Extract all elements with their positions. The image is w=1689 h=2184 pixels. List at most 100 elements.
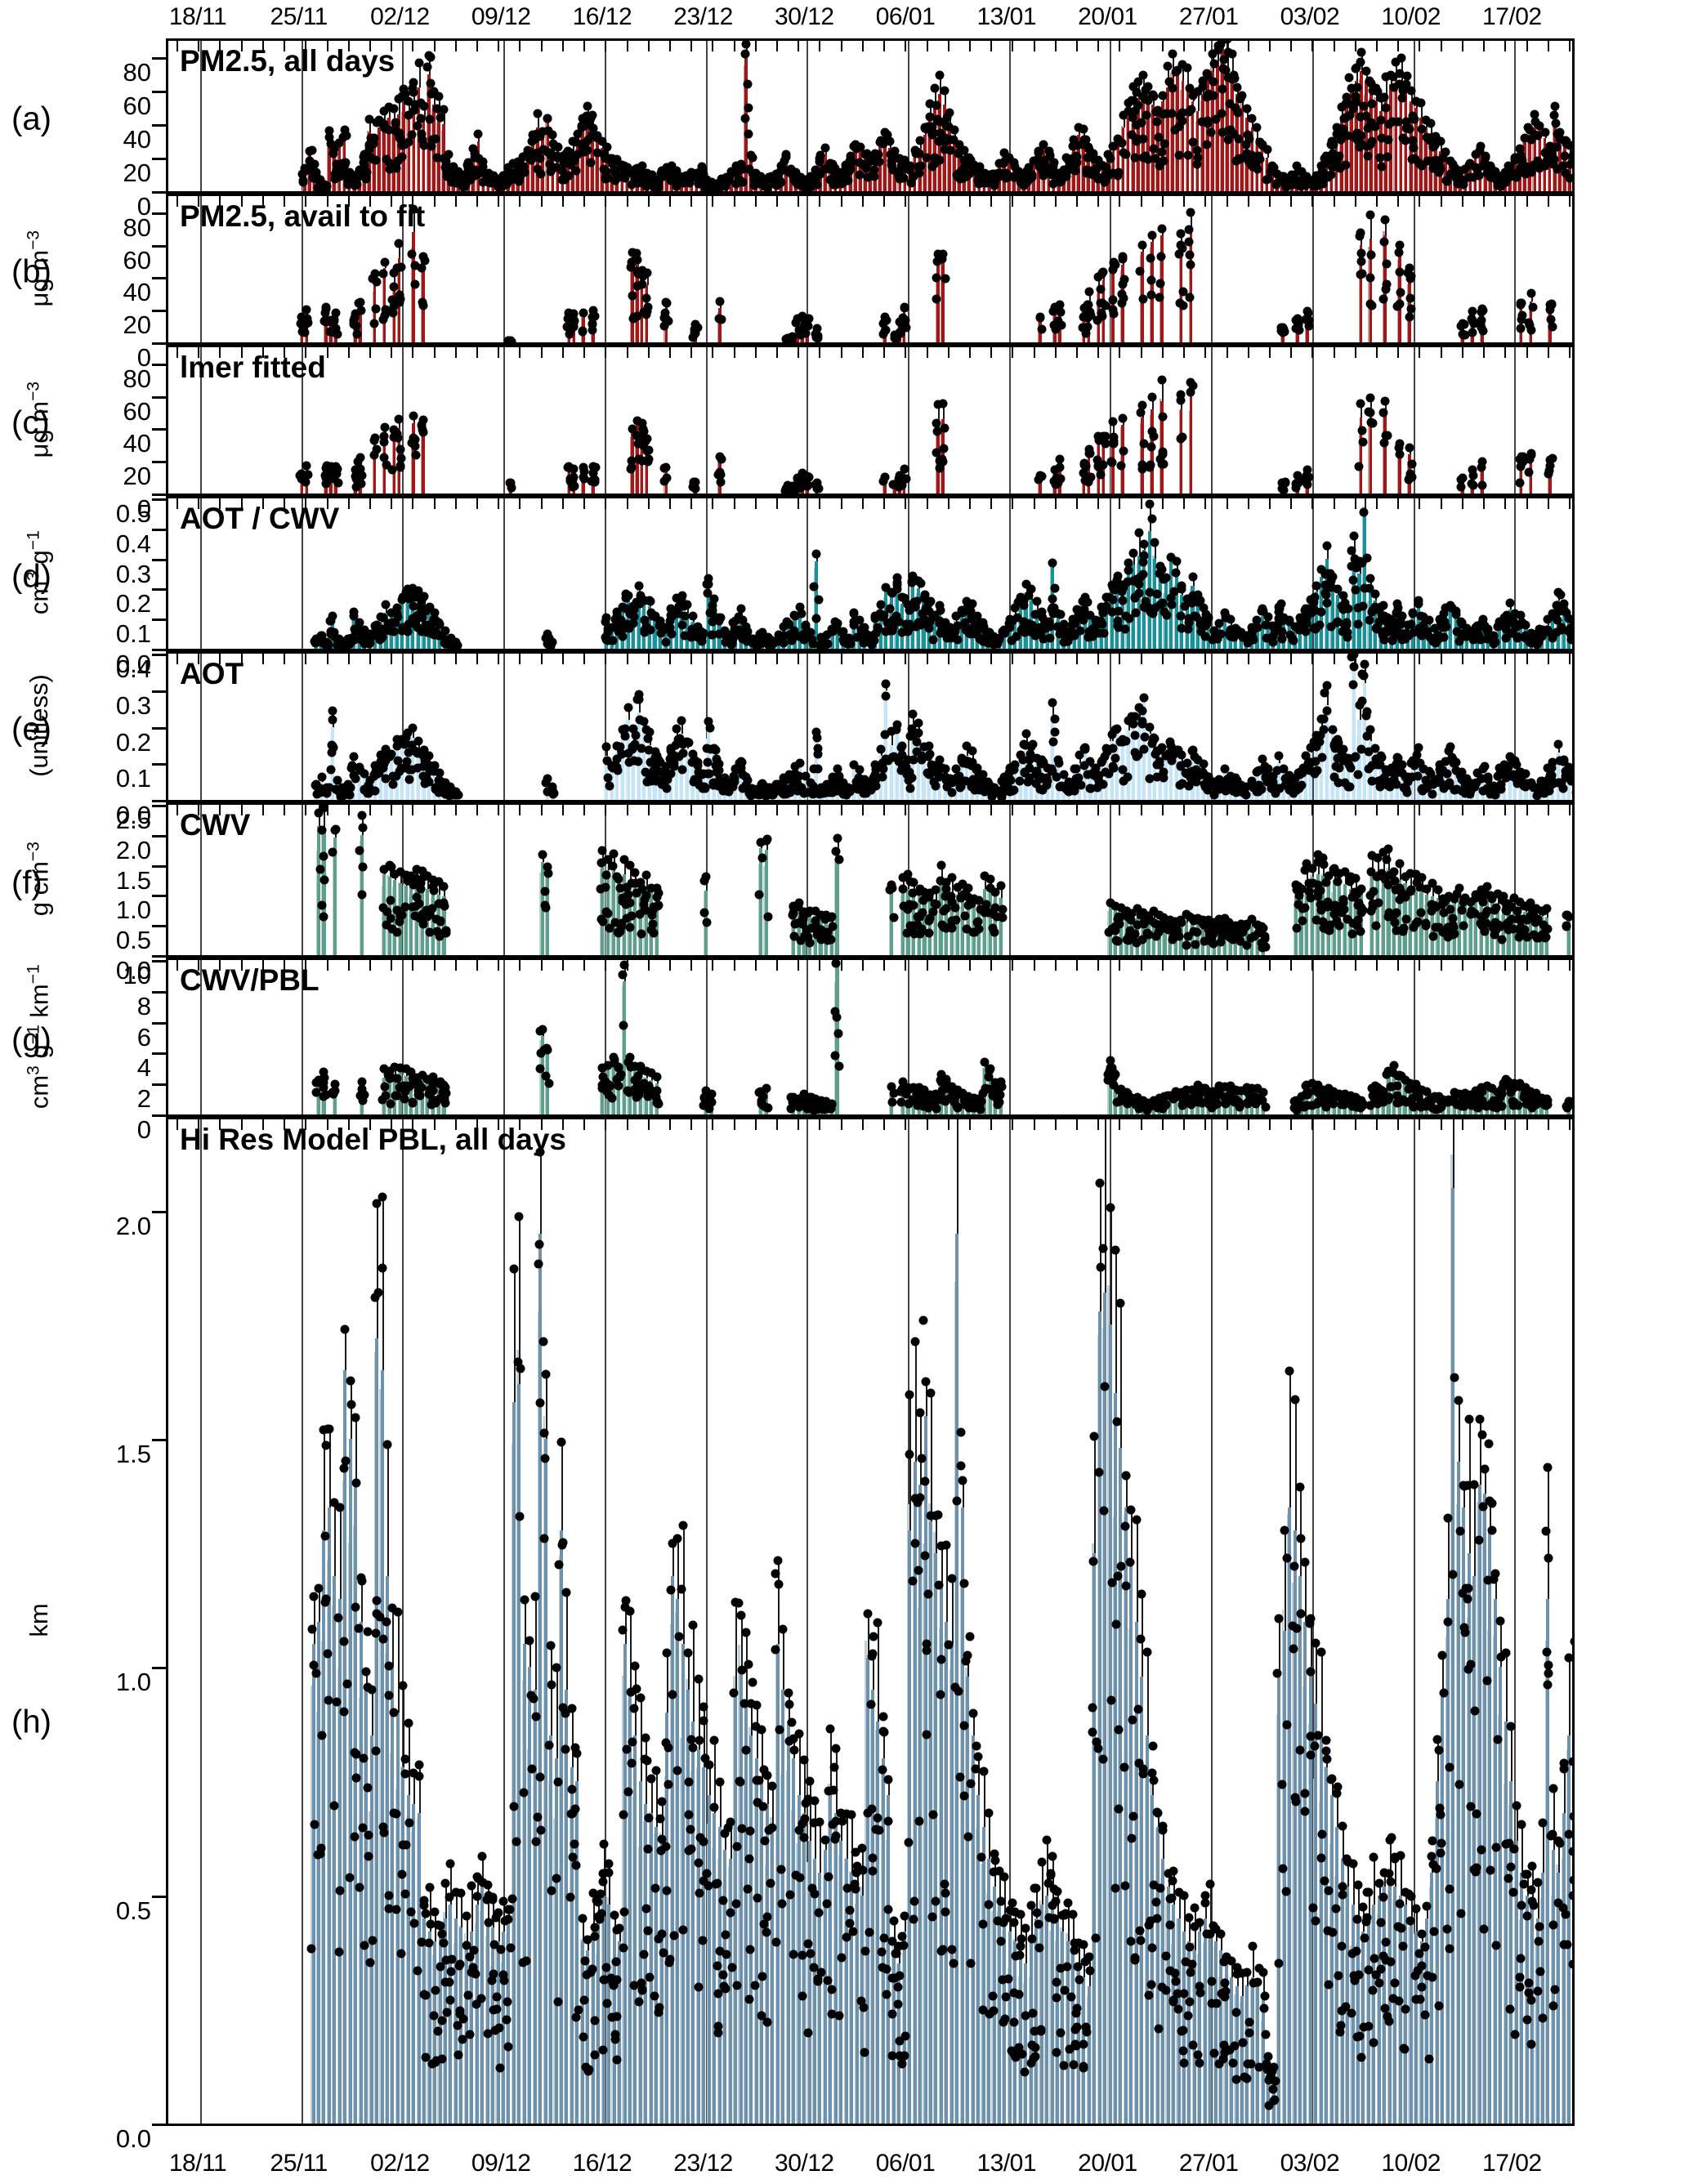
- axis-minor-tick: [540, 498, 543, 509]
- data-point: [1109, 432, 1119, 442]
- axis-minor-tick: [647, 347, 650, 358]
- axis-minor-tick: [476, 498, 478, 509]
- axis-minor-tick: [840, 498, 842, 509]
- data-point: [1407, 459, 1417, 469]
- data-point: [502, 180, 512, 190]
- data-point-peak: [715, 297, 725, 306]
- data-point-peak: [1186, 208, 1195, 217]
- week-gridline: [1211, 347, 1213, 494]
- data-point-peak: [1137, 400, 1147, 410]
- data-point: [326, 139, 336, 149]
- data-point: [303, 470, 313, 480]
- data-point-peak: [1436, 136, 1445, 146]
- data-point-peak: [1406, 86, 1416, 96]
- date-tick-label: 02/12: [370, 3, 430, 30]
- data-point: [1357, 558, 1367, 568]
- data-point: [1085, 307, 1095, 317]
- data-point-peak: [736, 159, 746, 169]
- axis-minor-tick: [1376, 196, 1378, 207]
- axis-minor-tick: [990, 41, 993, 51]
- data-point: [392, 263, 402, 273]
- axis-minor-tick: [1140, 41, 1142, 51]
- point-stem: [423, 105, 426, 118]
- data-point-peak: [1098, 267, 1108, 277]
- axis-minor-tick: [498, 347, 500, 358]
- data-point: [385, 159, 395, 168]
- data-point: [519, 162, 529, 172]
- data-point-peak: [657, 166, 667, 176]
- data-point: [932, 100, 941, 110]
- data-point: [1382, 259, 1392, 269]
- axis-minor-tick: [754, 347, 757, 358]
- data-point: [330, 174, 340, 184]
- data-point: [527, 136, 537, 146]
- data-point: [361, 174, 371, 184]
- data-point: [661, 314, 671, 324]
- axis-minor-tick: [1033, 196, 1035, 207]
- axis-minor-tick: [819, 347, 821, 358]
- data-point: [971, 629, 981, 639]
- data-point-peak: [1055, 454, 1065, 464]
- data-point-peak: [690, 319, 700, 329]
- data-point: [1345, 110, 1354, 120]
- data-point-peak: [1405, 443, 1414, 453]
- axis-minor-tick: [1012, 347, 1014, 358]
- axis-minor-tick: [1376, 498, 1378, 509]
- data-point-peak: [717, 174, 726, 184]
- data-point: [1131, 608, 1141, 618]
- data-point-peak: [1124, 565, 1133, 575]
- axis-minor-tick: [1140, 347, 1142, 358]
- axis-minor-tick: [1012, 196, 1014, 207]
- data-point-peak: [632, 255, 642, 265]
- data-point-peak: [1252, 615, 1262, 625]
- week-gridline: [705, 196, 708, 342]
- data-point-peak: [360, 150, 369, 159]
- point-stem: [538, 114, 540, 128]
- data-point-peak: [345, 167, 355, 177]
- axis-minor-tick: [1569, 196, 1571, 207]
- data-point: [1384, 119, 1394, 128]
- data-point: [1152, 117, 1162, 127]
- week-gridline: [301, 41, 303, 191]
- data-point: [1405, 293, 1415, 303]
- data-point-peak: [601, 613, 611, 623]
- data-bar: [531, 141, 535, 191]
- axis-minor-tick: [1247, 41, 1249, 51]
- data-point: [1439, 632, 1449, 642]
- axis-minor-tick: [690, 498, 693, 509]
- data-point: [536, 169, 546, 179]
- data-point-peak: [704, 574, 713, 583]
- data-point: [397, 141, 407, 150]
- data-point-peak: [355, 453, 365, 462]
- data-point: [1459, 180, 1468, 190]
- data-point: [1358, 437, 1368, 447]
- axis-minor-tick: [1119, 196, 1121, 207]
- data-point-peak: [1361, 66, 1371, 76]
- data-bar: [1141, 417, 1144, 494]
- data-point: [740, 114, 750, 123]
- axis-minor-tick: [733, 498, 735, 509]
- data-point: [407, 130, 417, 140]
- data-point-peak: [1186, 387, 1195, 397]
- data-point: [610, 176, 620, 185]
- data-point-peak: [538, 127, 547, 136]
- data-point: [1084, 472, 1093, 482]
- data-point: [305, 156, 315, 166]
- data-point: [1147, 427, 1157, 436]
- axis-minor-tick: [1076, 347, 1079, 358]
- data-point: [1405, 274, 1415, 284]
- axis-minor-tick: [733, 41, 735, 51]
- data-point-peak: [791, 167, 801, 177]
- data-point-peak: [1328, 572, 1338, 582]
- data-point: [1343, 632, 1352, 642]
- data-point-peak: [741, 41, 751, 49]
- axis-minor-tick: [883, 196, 886, 207]
- point-stem: [409, 100, 411, 111]
- data-point-peak: [588, 462, 598, 471]
- data-point-peak: [597, 136, 607, 146]
- axis-minor-tick: [198, 41, 200, 51]
- data-point: [364, 639, 374, 649]
- axis-minor-tick: [391, 41, 393, 51]
- data-point: [1134, 588, 1144, 598]
- axis-minor-tick: [1012, 41, 1014, 51]
